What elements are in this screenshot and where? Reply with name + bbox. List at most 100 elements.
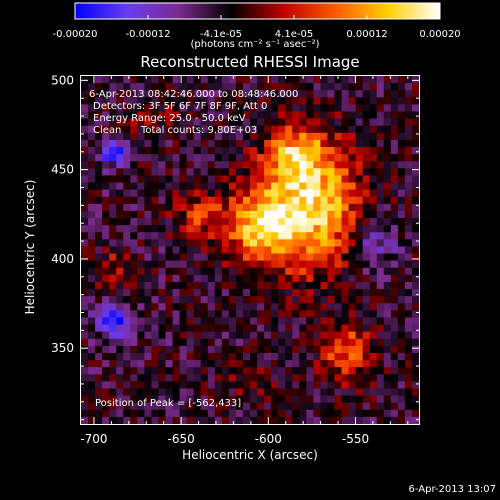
heatmap-cell	[341, 111, 350, 120]
heatmap-cell	[271, 132, 279, 141]
heatmap-cell	[137, 203, 145, 212]
heatmap-cell	[285, 381, 293, 389]
heatmap-cell	[285, 239, 293, 247]
heatmap-cell	[355, 147, 364, 155]
heatmap-cell	[320, 189, 328, 198]
heatmap-cell	[228, 388, 237, 397]
heatmap-cell	[116, 90, 124, 98]
heatmap-cell	[306, 125, 314, 134]
heatmap-cell	[355, 218, 364, 226]
heatmap-cell	[193, 367, 202, 375]
heatmap-cell	[242, 331, 251, 340]
heatmap-cell	[355, 381, 364, 389]
heatmap-cell	[383, 83, 392, 91]
heatmap-cell	[207, 175, 216, 184]
heatmap-cell	[95, 139, 103, 148]
heatmap-cell	[137, 374, 145, 382]
heatmap-cell	[320, 310, 328, 318]
heatmap-cell	[228, 416, 237, 424]
heatmap-cell	[207, 352, 216, 361]
heatmap-cell	[257, 317, 265, 326]
heatmap-cell	[228, 345, 237, 354]
heatmap-cell	[235, 83, 244, 91]
heatmap-cell	[95, 239, 103, 247]
heatmap-cell	[123, 154, 131, 162]
heatmap-cell	[207, 210, 216, 219]
heatmap-cell	[362, 232, 371, 240]
heatmap-cell	[207, 345, 216, 354]
heatmap-cell	[200, 104, 209, 113]
heatmap-cell	[411, 189, 419, 198]
heatmap-cell	[348, 310, 357, 318]
heatmap-cell	[369, 125, 378, 134]
heatmap-cell	[81, 267, 89, 276]
heatmap-cell	[383, 154, 392, 162]
heatmap-cell	[299, 232, 307, 240]
heatmap-cell	[151, 203, 159, 212]
heatmap-cell	[200, 196, 209, 205]
heatmap-cell	[81, 189, 89, 198]
heatmap-cell	[214, 246, 223, 255]
heatmap-cell	[271, 203, 279, 212]
heatmap-cell	[186, 352, 195, 361]
heatmap-cell	[165, 260, 174, 269]
heatmap-cell	[116, 317, 124, 326]
heatmap-cell	[362, 253, 371, 262]
heatmap-cell	[221, 132, 230, 141]
heatmap-cell	[320, 324, 328, 333]
heatmap-cell	[221, 360, 230, 368]
heatmap-cell	[285, 147, 293, 155]
heatmap-cell	[235, 161, 244, 169]
heatmap-cell	[292, 416, 300, 424]
heatmap-cell	[165, 239, 174, 247]
heatmap-cell	[327, 381, 335, 389]
heatmap-cell	[257, 147, 265, 155]
heatmap-cell	[116, 239, 124, 247]
heatmap-cell	[123, 310, 131, 318]
heatmap-cell	[299, 303, 307, 311]
heatmap-cell	[299, 352, 307, 361]
heatmap-cell	[200, 274, 209, 283]
heatmap-cell	[81, 409, 89, 418]
heatmap-cell	[257, 239, 265, 247]
heatmap-cell	[271, 182, 279, 191]
heatmap-cell	[130, 402, 138, 411]
heatmap-cell	[369, 90, 378, 98]
heatmap-cell	[292, 147, 300, 155]
heatmap-cell	[278, 90, 286, 98]
heatmap-cell	[221, 210, 230, 219]
heatmap-cell	[327, 196, 335, 205]
heatmap-cell	[102, 161, 110, 169]
heatmap-cell	[228, 132, 237, 141]
heatmap-cell	[362, 168, 371, 176]
heatmap-cell	[390, 111, 399, 120]
heatmap-cell	[369, 104, 378, 113]
heatmap-cell	[362, 76, 371, 84]
heatmap-cell	[383, 381, 392, 389]
heatmap-cell	[228, 367, 237, 375]
heatmap-cell	[348, 203, 357, 212]
heatmap-cell	[285, 317, 293, 326]
heatmap-cell	[200, 367, 209, 375]
heatmap-cell	[313, 246, 321, 255]
peak-position-annotation: Position of Peak = [-562,433]	[95, 398, 242, 409]
heatmap-cell	[341, 374, 350, 382]
heatmap-cell	[137, 260, 145, 269]
heatmap-cell	[193, 90, 202, 98]
heatmap-cell	[257, 289, 265, 297]
heatmap-cell	[214, 395, 223, 404]
heatmap-cell	[390, 416, 399, 424]
heatmap-cell	[257, 210, 265, 219]
heatmap-cell	[320, 147, 328, 155]
heatmap-cell	[200, 281, 209, 290]
heatmap-cell	[193, 118, 202, 127]
heatmap-cell	[221, 345, 230, 354]
heatmap-cell	[348, 125, 357, 134]
heatmap-cell	[397, 331, 406, 340]
heatmap-cell	[299, 189, 307, 198]
heatmap-cell	[411, 246, 419, 255]
heatmap-cell	[397, 274, 406, 283]
heatmap-cell	[242, 83, 251, 91]
heatmap-cell	[242, 274, 251, 283]
heatmap-cell	[369, 296, 378, 304]
